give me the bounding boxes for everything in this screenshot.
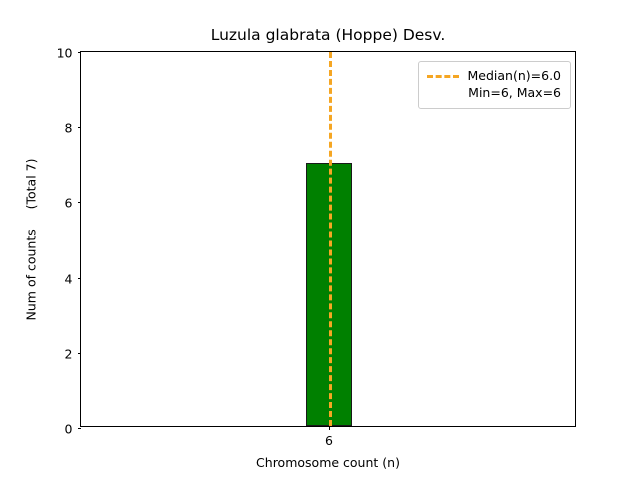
y-tick: 2 (65, 346, 81, 361)
legend-entry-minmax: Min=6, Max=6 (468, 84, 561, 100)
x-tick (329, 426, 330, 430)
bar (305, 162, 353, 426)
y-tick-label: 8 (64, 120, 73, 136)
y-tick-label: 0 (64, 421, 73, 437)
y-tick-label: 10 (56, 45, 73, 61)
y-tick-label: 4 (64, 271, 73, 287)
legend[interactable]: Median(n)=6.0 Min=6, Max=6 (417, 61, 571, 109)
y-tick: 10 (57, 46, 81, 61)
x-tick-label: 6 (325, 433, 333, 448)
plot-area: 0 2 4 6 8 10 6 Median(n)=6.0 Min=6, Max=6 (57, 46, 576, 448)
y-tick: 4 (65, 271, 81, 286)
median-line (329, 52, 332, 426)
y-tick: 0 (65, 422, 81, 437)
chart-title: Luzula glabrata (Hoppe) Desv. (210, 26, 446, 44)
legend-line-swatch (426, 75, 459, 78)
legend-text: Median(n)=6.0 Min=6, Max=6 (468, 68, 562, 102)
y-tick: 8 (65, 121, 81, 136)
y-tick: 6 (65, 196, 81, 211)
y-axis-label-text: Num of counts (Total 7) (23, 158, 39, 320)
legend-entry-median: Median(n)=6.0 (467, 68, 562, 83)
x-axis-label: Chromosome count (n) (256, 455, 400, 470)
y-tick-label: 6 (64, 195, 73, 211)
y-axis-label: Num of counts (Total 7) (22, 51, 40, 427)
y-tick-label: 2 (64, 346, 73, 362)
